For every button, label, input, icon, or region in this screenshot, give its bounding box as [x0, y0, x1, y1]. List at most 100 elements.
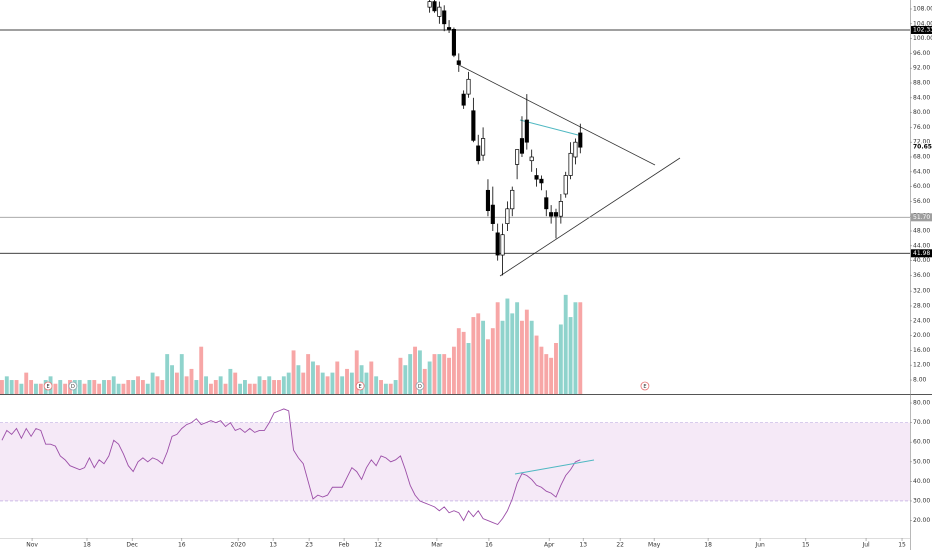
y-tick-label: 108.00 — [913, 5, 932, 12]
volume-bar — [262, 380, 267, 394]
volume-bar — [369, 361, 374, 394]
y-tick-label: 28.00 — [913, 302, 930, 309]
y-tick-label: 40.00 — [913, 257, 930, 264]
volume-bar — [286, 372, 291, 394]
volume-bar — [121, 383, 126, 394]
candle-body — [539, 178, 544, 184]
volume-bar — [529, 320, 534, 394]
x-tick-label: Mar — [431, 542, 443, 549]
volume-bar — [544, 354, 549, 394]
candle-body — [534, 175, 539, 180]
volume-bar — [495, 302, 500, 394]
volume-bar — [87, 380, 92, 394]
price-level-box — [911, 143, 932, 152]
volume-bar — [427, 361, 432, 394]
trend-line — [456, 63, 656, 166]
y-tick-label: 56.00 — [913, 198, 930, 205]
y-tick-label: 20.00 — [913, 332, 930, 339]
volume-bar — [393, 380, 398, 394]
volume-bar — [315, 365, 320, 394]
rsi-line — [1, 408, 581, 526]
volume-bar — [4, 376, 9, 394]
volume-bar — [165, 354, 170, 394]
event-label: E — [643, 384, 646, 390]
price-level-label: 41.98 — [913, 250, 930, 257]
volume-bar — [301, 372, 306, 394]
volume-bar — [77, 380, 82, 394]
candle-body — [437, 6, 442, 17]
y-tick-label: 92.00 — [913, 65, 930, 72]
volume-bar — [296, 365, 301, 394]
candle-body — [500, 234, 505, 256]
volume-bar — [461, 331, 466, 394]
volume-bar — [106, 380, 111, 394]
volume-bar — [208, 383, 213, 394]
price-level-label: 70.65 — [913, 144, 932, 151]
candle-body — [456, 60, 461, 65]
y-tick-label: 80.00 — [913, 400, 930, 407]
x-tick-label: 16 — [178, 542, 186, 549]
volume-bar — [131, 380, 136, 394]
candle-body — [476, 145, 481, 162]
event-label: E — [359, 384, 362, 390]
y-tick-label: 84.00 — [913, 94, 930, 101]
candle-body — [427, 1, 432, 8]
event-label: D — [71, 384, 75, 390]
volume-bar — [573, 302, 578, 394]
event-label: D — [418, 384, 422, 390]
y-tick-label: 76.00 — [913, 124, 930, 131]
volume-bar — [481, 320, 486, 394]
y-tick-label: 80.00 — [913, 109, 930, 116]
volume-bar — [432, 354, 437, 394]
volume-bar — [38, 383, 43, 394]
volume-bar — [53, 383, 58, 394]
volume-bar — [306, 354, 311, 394]
volume-bar — [189, 368, 194, 394]
candle-body — [549, 212, 554, 217]
volume-bar — [456, 328, 461, 394]
volume-bar — [238, 383, 243, 394]
price-level-box — [911, 213, 932, 222]
volume-bar — [233, 372, 238, 394]
x-tick-label: 13 — [579, 542, 587, 549]
x-tick-label: Dec — [126, 542, 138, 549]
volume-bar — [578, 302, 583, 394]
rsi-band — [0, 422, 910, 501]
x-tick-label: 15 — [898, 542, 906, 549]
y-tick-label: 16.00 — [913, 347, 930, 354]
volume-bar — [170, 365, 174, 394]
volume-bar — [539, 346, 544, 394]
trend-line — [519, 119, 579, 136]
volume-bar — [534, 335, 539, 394]
volume-bar — [520, 320, 524, 394]
y-tick-label: 70.00 — [913, 419, 930, 426]
volume-bar — [340, 376, 345, 394]
x-tick-label: 13 — [269, 542, 277, 549]
x-tick-label: 18 — [83, 542, 91, 549]
x-tick-label: 15 — [802, 542, 810, 549]
x-tick-label: 16 — [485, 542, 493, 549]
volume-bar — [466, 343, 471, 394]
event-marker — [640, 381, 650, 391]
candle-body — [447, 27, 452, 30]
volume-bar — [471, 317, 476, 394]
volume-bar — [524, 309, 529, 394]
price-level-label: 102.33 — [913, 26, 932, 33]
volume-bar — [213, 380, 218, 394]
y-tick-label: 36.00 — [913, 272, 930, 279]
volume-bar — [14, 380, 19, 394]
candle-body — [461, 93, 466, 106]
x-tick-label: 12 — [374, 542, 382, 549]
volume-bar — [247, 383, 252, 394]
volume-bar — [554, 343, 558, 394]
volume-bar — [354, 350, 359, 394]
y-tick-label: 20.00 — [913, 517, 930, 524]
candle-body — [568, 152, 573, 176]
y-tick-label: 96.00 — [913, 50, 930, 57]
volume-bar — [505, 298, 510, 394]
x-tick-label: Jun — [754, 542, 765, 549]
volume-bar — [63, 383, 68, 394]
volume-bar — [476, 313, 481, 394]
y-tick-label: 50.00 — [913, 458, 930, 465]
